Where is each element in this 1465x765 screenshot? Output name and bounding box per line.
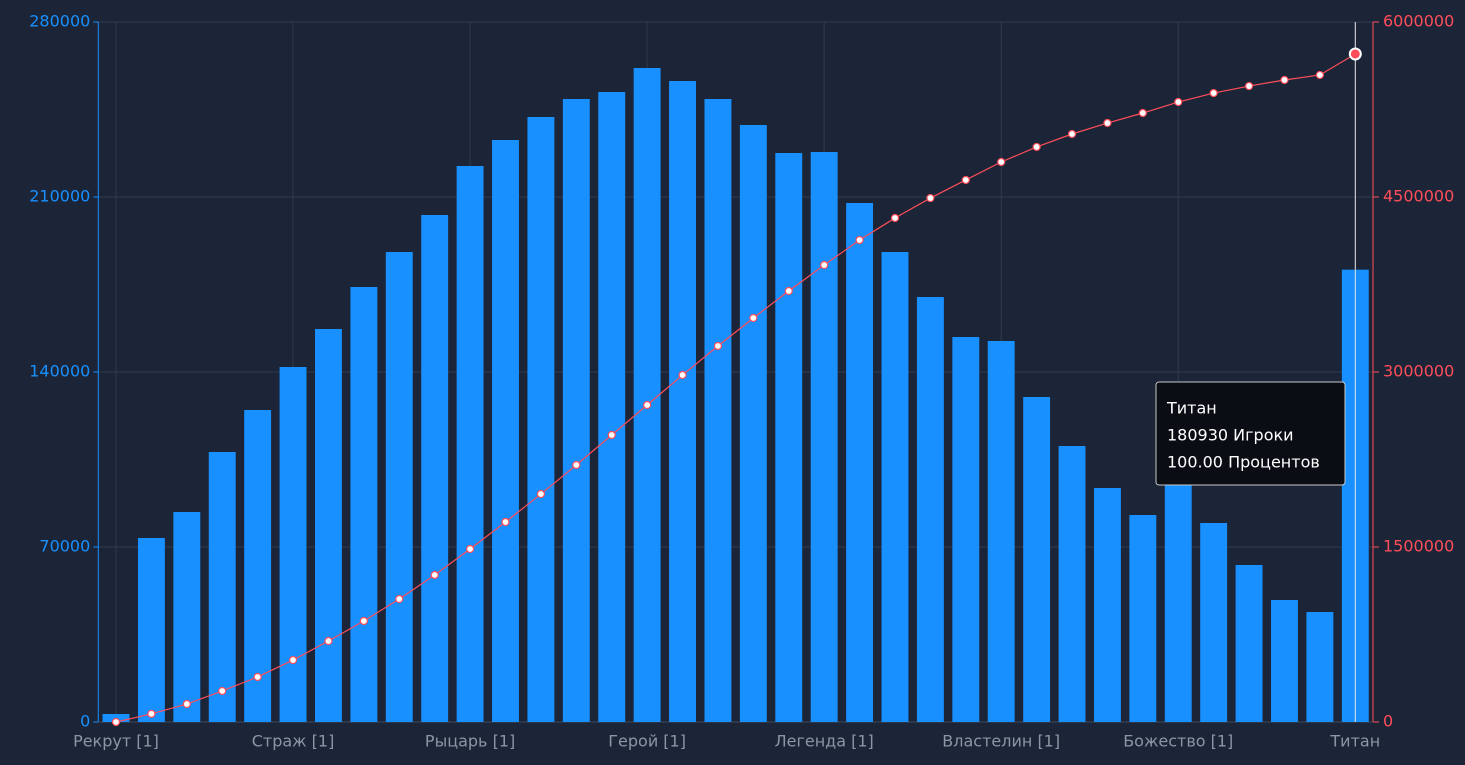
y2-tick-label: 4500000: [1383, 187, 1454, 206]
bar: [1306, 612, 1334, 722]
tooltip: Титан 180930 Игроки 100.00 Процентов: [1155, 381, 1346, 486]
bar: [456, 166, 484, 722]
point: [855, 235, 864, 245]
point: [997, 157, 1006, 167]
point: [536, 489, 546, 499]
x-tick-label: Божество [1]: [1123, 732, 1233, 751]
point: [182, 699, 191, 709]
bar: [1058, 446, 1086, 722]
point: [749, 313, 758, 323]
y2-tick-label: 0: [1383, 712, 1393, 731]
point: [465, 544, 475, 554]
bar: [314, 329, 342, 722]
line: [115, 53, 1356, 723]
bar: [279, 367, 307, 722]
bar: [1271, 600, 1298, 722]
point: [501, 517, 510, 527]
y-tick-label: 280000: [29, 12, 90, 31]
point: [430, 570, 439, 580]
bar: [598, 92, 626, 722]
bar: [421, 215, 449, 722]
bar: [846, 203, 874, 722]
tooltip-text: Титан: [1166, 399, 1217, 418]
point: [253, 672, 262, 682]
x-tick-label: Властелин [1]: [942, 732, 1060, 751]
bar: [633, 68, 661, 722]
y2-tick-label: 1500000: [1383, 537, 1454, 556]
bar: [173, 512, 201, 722]
point: [820, 260, 829, 270]
point: [890, 213, 900, 223]
point: [1032, 142, 1041, 152]
point: [784, 286, 793, 296]
point: [1138, 108, 1147, 118]
point: [1067, 129, 1077, 139]
tooltip-text: 100.00 Процентов: [1167, 453, 1320, 472]
x-tick-label: Титан: [1329, 732, 1380, 751]
point: [288, 655, 298, 665]
bar: [952, 337, 980, 722]
point: [218, 686, 227, 696]
bar: [1200, 523, 1228, 722]
y-tick-label: 210000: [29, 187, 90, 206]
bar: [208, 452, 236, 722]
y2-tick-label: 6000000: [1383, 12, 1454, 31]
point: [643, 400, 652, 410]
bar: [1129, 515, 1157, 722]
bar: [704, 99, 732, 722]
point: [111, 717, 121, 727]
point: [1244, 81, 1254, 91]
y-tick-label: 0: [80, 712, 90, 731]
point: [1174, 97, 1183, 107]
point: [147, 709, 156, 718]
active-point: [1348, 47, 1362, 61]
bar: [350, 287, 378, 722]
bar: [881, 252, 909, 722]
point: [961, 175, 970, 185]
point: [395, 594, 404, 604]
x-tick-label: Страж [1]: [252, 732, 335, 751]
bar: [492, 140, 519, 722]
point: [1209, 88, 1218, 98]
y2-tick-label: 3000000: [1383, 362, 1454, 381]
bar: [244, 410, 272, 722]
point: [678, 370, 687, 380]
bar: [1235, 565, 1263, 722]
bar: [810, 152, 838, 722]
bar: [1093, 488, 1121, 722]
bar: [527, 117, 555, 722]
bar: [1164, 482, 1192, 722]
y-tick-label: 70000: [39, 537, 90, 556]
x-tick-label: Легенда [1]: [775, 732, 874, 751]
x-tick-label: Рекрут [1]: [73, 732, 159, 751]
bar: [916, 297, 944, 722]
x-tick-label: Герой [1]: [608, 732, 686, 751]
bar: [385, 252, 413, 722]
y-tick-label: 140000: [29, 362, 90, 381]
point: [1103, 118, 1112, 128]
point: [359, 616, 368, 626]
tooltip-box: [1155, 381, 1346, 486]
bar: [137, 538, 165, 722]
bar: [562, 99, 590, 722]
bar: [987, 341, 1015, 722]
bar: [775, 153, 803, 722]
bar: [1023, 397, 1051, 722]
point: [926, 193, 935, 203]
bar: [669, 81, 696, 722]
tooltip-text: 180930 Игроки: [1167, 426, 1294, 445]
x-tick-label: Рыцарь [1]: [425, 732, 515, 751]
point: [713, 341, 723, 351]
bar: [739, 125, 767, 722]
point: [1280, 75, 1289, 85]
point: [324, 636, 333, 646]
point: [607, 430, 616, 440]
point: [572, 460, 581, 470]
point: [1315, 70, 1324, 80]
